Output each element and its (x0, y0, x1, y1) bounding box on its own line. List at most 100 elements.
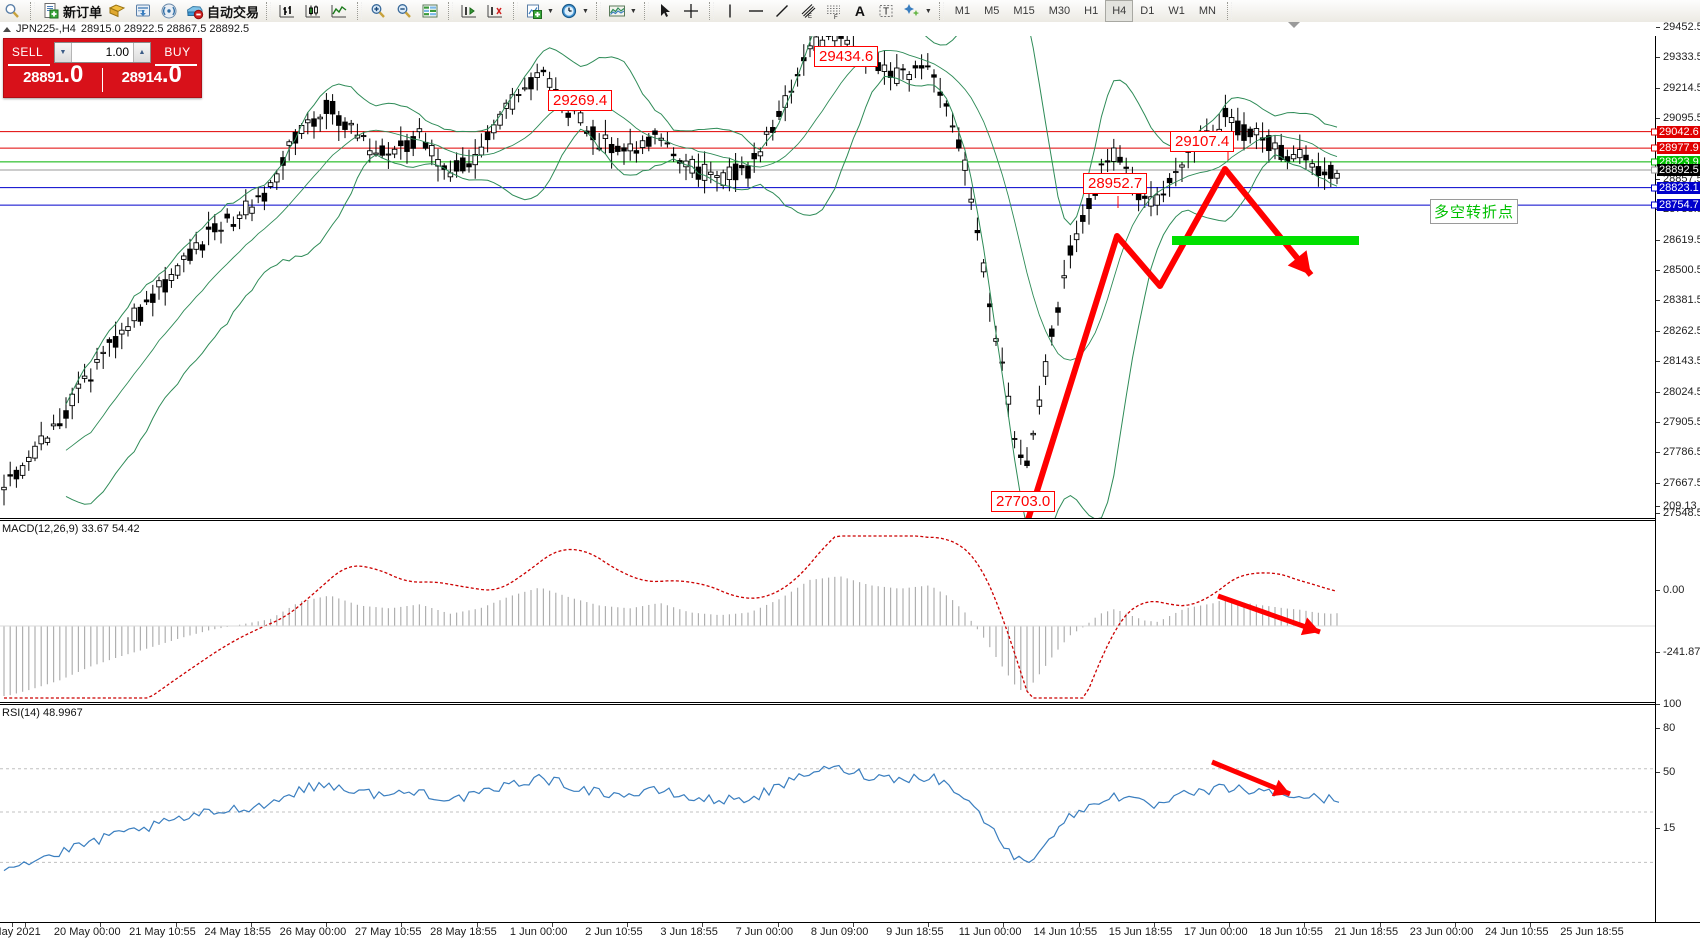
time-tick-mark (1380, 923, 1381, 927)
zoom-in-icon[interactable] (367, 1, 391, 21)
candlestick-chart-icon (304, 2, 322, 20)
time-tick-label: 14 Jun 10:55 (1034, 926, 1098, 938)
text-label-icon: T (877, 2, 895, 20)
equidistant-channel-icon[interactable]: E (797, 1, 821, 21)
templates-icon[interactable]: ▼ (606, 1, 639, 21)
pane-divider (0, 518, 1656, 519)
zoom-out-icon (395, 2, 413, 20)
price-tag-handle[interactable] (1651, 166, 1658, 173)
price-tag[interactable]: 28892.5 (1657, 164, 1700, 176)
chart-shift-icon (460, 2, 478, 20)
timeframe-w1[interactable]: W1 (1161, 1, 1192, 21)
one-click-trading-panel: SELL ▼ 1.00 ▲ BUY 28891 .0 28914 .0 (3, 38, 202, 98)
auto-scroll-icon[interactable] (484, 1, 508, 21)
sell-button[interactable]: SELL (4, 39, 51, 65)
terminal-icon[interactable] (132, 1, 156, 21)
toolbar-separator (513, 2, 518, 20)
price-tag[interactable]: 28977.9 (1657, 142, 1700, 154)
price-annotation[interactable]: 28952.7 (1083, 173, 1147, 194)
price-tag[interactable]: 28823.1 (1657, 182, 1700, 194)
price-annotation[interactable]: 29107.4 (1170, 131, 1234, 152)
timeframe-m15[interactable]: M15 (1006, 1, 1041, 21)
chart-note-label[interactable]: 多空转折点 (1430, 199, 1518, 224)
price-annotation[interactable]: 29434.6 (814, 46, 878, 67)
autotrading-icon (186, 2, 204, 20)
trendline-icon (773, 2, 791, 20)
buy-underline (155, 64, 197, 66)
text-label-icon[interactable]: T (875, 1, 899, 21)
price-annotation[interactable]: 29269.4 (548, 90, 612, 111)
price-pane[interactable] (0, 36, 1656, 518)
bar-chart-icon[interactable] (276, 1, 300, 21)
chart-shift-marker[interactable] (1288, 22, 1300, 28)
green-resistance-bar (1172, 236, 1359, 245)
zoom-out-icon[interactable] (393, 1, 417, 21)
macd-pane[interactable]: MACD(12,26,9) 33.67 54.42 (0, 522, 1656, 702)
new-order-button[interactable]: 新订单 (40, 1, 104, 21)
timeframe-d1[interactable]: D1 (1133, 1, 1161, 21)
toolbar-separator (709, 2, 714, 20)
chart-area[interactable]: MACD(12,26,9) 33.67 54.42 RSI(14) 48.996… (0, 36, 1700, 922)
horizontal-line-icon (747, 2, 765, 20)
volume-increment-button[interactable]: ▲ (133, 43, 150, 62)
time-tick-label: 24 Jun 10:55 (1485, 926, 1549, 938)
time-tick-label: 27 May 10:55 (355, 926, 422, 938)
price-tag-handle[interactable] (1651, 128, 1658, 135)
new-order-label: 新订单 (63, 2, 102, 21)
folder-icon[interactable] (106, 1, 130, 21)
trendline-icon[interactable] (771, 1, 795, 21)
fibonacci-icon[interactable]: F (823, 1, 847, 21)
toolbar-separator (266, 2, 271, 20)
timeframe-h4[interactable]: H4 (1105, 0, 1133, 22)
sell-price[interactable]: 28891 .0 (4, 65, 103, 95)
chevron-down-icon[interactable]: ▼ (630, 8, 637, 15)
line-chart-icon[interactable] (328, 1, 352, 21)
autotrading-button[interactable]: 自动交易 (184, 1, 261, 21)
time-tick-mark (552, 923, 553, 927)
chevron-down-icon[interactable]: ▼ (582, 8, 589, 15)
text-icon[interactable]: A (849, 1, 873, 21)
search-icon[interactable] (1, 1, 25, 21)
price-tag[interactable]: 28754.7 (1657, 199, 1700, 211)
add-indicator-icon[interactable]: ▼ (523, 1, 556, 21)
price-tag-handle[interactable] (1651, 202, 1658, 209)
price-annotation[interactable]: 27703.0 (991, 491, 1055, 512)
timeframe-m1[interactable]: M1 (948, 1, 977, 21)
timeframe-h1[interactable]: H1 (1077, 1, 1105, 21)
cursor-icon[interactable] (654, 1, 678, 21)
volume-stepper[interactable]: ▼ 1.00 ▲ (54, 42, 151, 63)
timeframe-m5[interactable]: M5 (977, 1, 1006, 21)
vertical-line-icon[interactable] (719, 1, 743, 21)
time-tick-label: 2 Jun 10:55 (585, 926, 643, 938)
chart-shift-icon[interactable] (458, 1, 482, 21)
shapes-icon[interactable]: ▼ (901, 1, 934, 21)
crosshair-icon[interactable] (680, 1, 704, 21)
time-tick-mark (100, 923, 101, 927)
chevron-down-icon[interactable]: ▼ (925, 8, 932, 15)
timeframe-m30[interactable]: M30 (1042, 1, 1077, 21)
chevron-down-icon[interactable]: ▼ (547, 8, 554, 15)
data-window-icon[interactable] (419, 1, 443, 21)
price-tag-handle[interactable] (1651, 145, 1658, 152)
rsi-tick: 50 (1656, 766, 1675, 778)
price-tick: 29333.5 (1656, 51, 1700, 63)
candlestick-chart-icon[interactable] (302, 1, 326, 21)
volume-value[interactable]: 1.00 (72, 43, 133, 62)
time-tick-mark (176, 923, 177, 927)
timeframe-mn[interactable]: MN (1192, 1, 1223, 21)
folder-icon (108, 2, 126, 20)
price-tag[interactable]: 29042.6 (1657, 126, 1700, 138)
toolbar-separator (1227, 2, 1232, 20)
horizontal-line-icon[interactable] (745, 1, 769, 21)
volume-decrement-button[interactable]: ▼ (55, 43, 72, 62)
buy-price[interactable]: 28914 .0 (103, 65, 202, 95)
price-axis[interactable]: 29452.529333.529214.529095.528976.528857… (1655, 36, 1700, 922)
period-clock-icon[interactable]: ▼ (558, 1, 591, 21)
price-tag-handle[interactable] (1651, 184, 1658, 191)
price-tick: 29095.5 (1656, 112, 1700, 124)
rsi-pane[interactable]: RSI(14) 48.9967 (0, 706, 1656, 884)
price-tick: 28262.5 (1656, 325, 1700, 337)
signals-icon[interactable] (158, 1, 182, 21)
expand-icon[interactable] (3, 27, 11, 32)
